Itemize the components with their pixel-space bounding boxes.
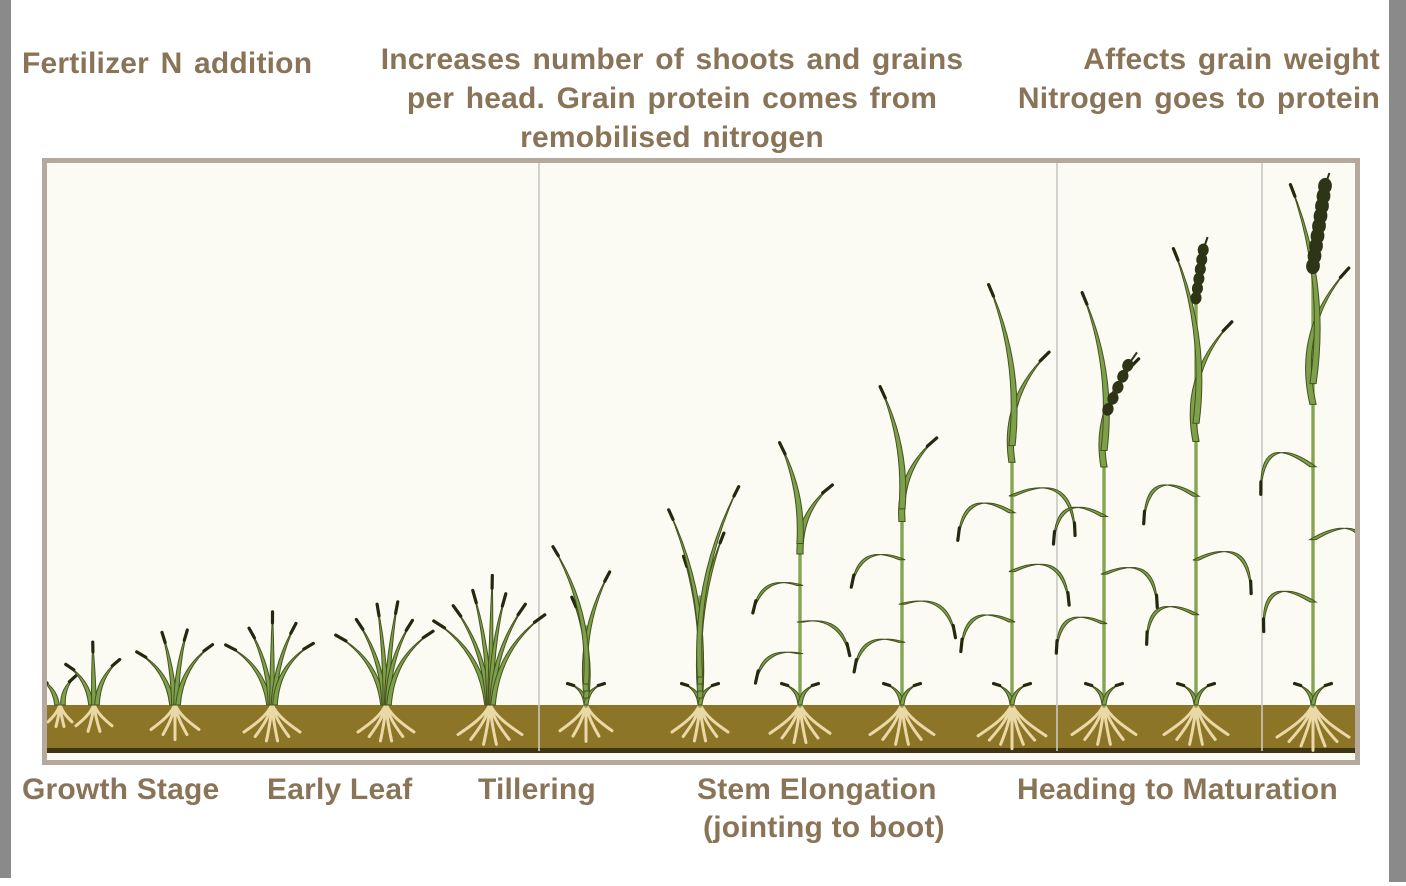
stage-label-growth-stage: Growth Stage <box>22 771 219 809</box>
plant-illustration-11 <box>956 283 1077 751</box>
soil-base-line <box>47 748 1355 753</box>
plant-illustration-13 <box>1142 236 1253 746</box>
stage-label-subtext: (jointing to boot) <box>703 811 945 844</box>
plant-illustration-5 <box>334 600 435 743</box>
annotation-line: Affects grain weight <box>1083 43 1380 76</box>
plant-illustration-1 <box>47 674 78 729</box>
stage-label-tillering: Tillering <box>478 771 596 809</box>
stage-label-text: Stem Elongation <box>697 773 937 806</box>
stage-label-text: Growth Stage <box>22 773 220 806</box>
annotation-line: per head. Grain protein comes from <box>406 82 938 115</box>
plant-illustration-3 <box>135 628 215 742</box>
stage-label-stem-elongation: Stem Elongation (jointing to boot) <box>697 771 945 847</box>
annotation-line: remobilised nitrogen <box>520 121 824 154</box>
plant-illustration-7 <box>551 545 614 743</box>
annotation-fertilizer-n-addition: Fertilizer N addition <box>22 47 313 80</box>
annotation-grain-weight: Affects grain weight Nitrogen goes to pr… <box>1018 40 1380 118</box>
stage-label-text: Tillering <box>478 773 596 806</box>
stage-label-text: Early Leaf <box>267 773 413 806</box>
plant-illustration-10 <box>849 385 958 746</box>
annotation-line: Nitrogen goes to protein <box>1017 82 1380 115</box>
plant-illustration-4 <box>224 610 315 743</box>
right-border-bar <box>1389 0 1406 882</box>
plant-illustration-9 <box>751 441 852 745</box>
plant-illustration-14 <box>1259 172 1355 752</box>
annotation-line: Increases number of shoots and grains <box>380 43 964 76</box>
plant-illustration-2 <box>64 640 122 733</box>
left-border-bar <box>0 0 11 878</box>
stage-label-heading-to-maturation: Heading to Maturation <box>1017 771 1338 809</box>
plant-illustration-12 <box>1051 291 1159 746</box>
plant-illustration-6 <box>432 573 547 746</box>
stage-label-early-leaf: Early Leaf <box>267 771 412 809</box>
annotation-shoots-grains: Increases number of shoots and grains pe… <box>342 40 1002 157</box>
plant-illustration-8 <box>667 485 741 743</box>
stage-label-text: Heading to Maturation <box>1017 773 1338 806</box>
